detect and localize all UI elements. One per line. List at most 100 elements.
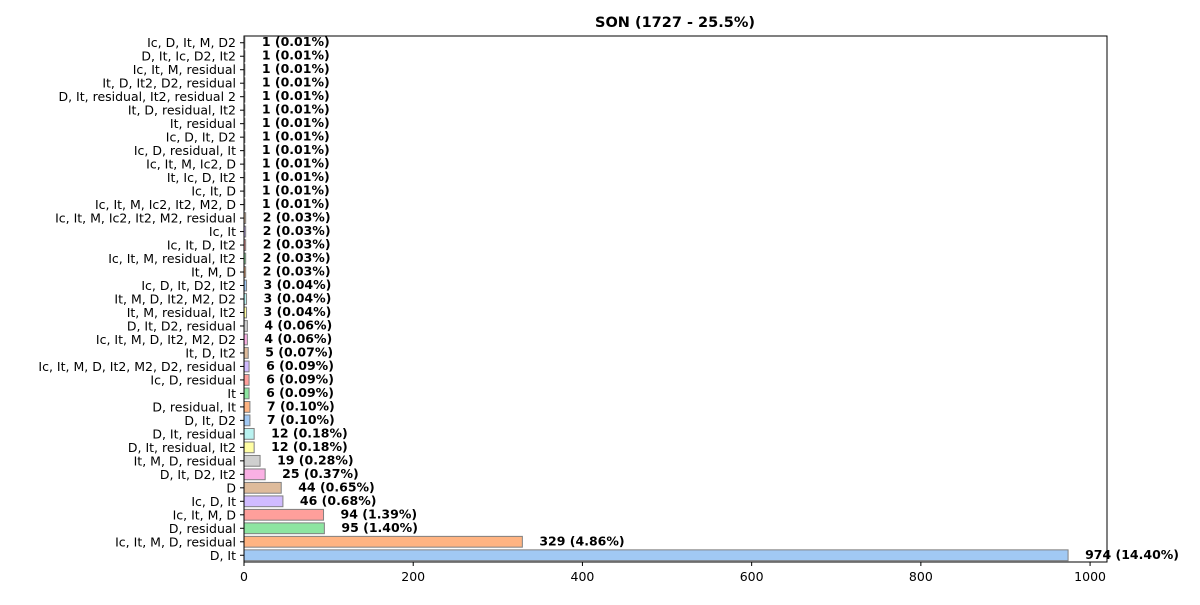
x-tick-label: 0 (240, 569, 248, 584)
value-label: 7 (0.10%) (267, 412, 335, 427)
value-label: 1 (0.01%) (262, 48, 330, 63)
category-label: It, M, D (191, 265, 236, 280)
bar (243, 427, 255, 440)
category-label: It, M, D, residual (134, 453, 236, 468)
value-label: 2 (0.03%) (263, 264, 331, 279)
value-label: 6 (0.09%) (266, 371, 334, 386)
category-label: Ic, D, residual, It (134, 143, 236, 158)
chart-title: SON (1727 - 25.5%) (595, 15, 755, 31)
value-label: 1 (0.01%) (262, 34, 330, 49)
value-label: 12 (0.18%) (271, 439, 348, 454)
bar (243, 441, 255, 454)
category-label: It, D, residual, It2 (128, 103, 236, 118)
category-label: D (226, 480, 236, 495)
category-label: Ic, It, M, D, It2, M2, D2 (96, 332, 236, 347)
x-tick-label: 600 (740, 569, 764, 584)
x-tick-label: 800 (909, 569, 933, 584)
value-label: 1 (0.01%) (262, 142, 330, 157)
category-label: Ic, It, M, Ic2, It2, M2, D (95, 197, 236, 212)
category-label: Ic, It, M, residual, It2 (108, 251, 236, 266)
bar (243, 495, 284, 508)
bar (243, 481, 282, 494)
category-label: It (227, 386, 236, 401)
value-label: 44 (0.65%) (298, 479, 375, 494)
value-label: 2 (0.03%) (263, 210, 331, 225)
value-label: 2 (0.03%) (263, 250, 331, 265)
x-tick-label: 200 (401, 569, 425, 584)
value-label: 6 (0.09%) (266, 385, 334, 400)
value-label: 3 (0.04%) (264, 291, 332, 306)
bar (243, 522, 325, 535)
bar (243, 387, 250, 400)
category-label: It, M, D, It2, M2, D2 (114, 292, 236, 307)
value-label: 4 (0.06%) (264, 331, 332, 346)
category-label: Ic, D, It, M, D2 (147, 35, 236, 50)
value-label: 7 (0.10%) (267, 398, 335, 413)
category-label: D, It, Ic, D2, It2 (141, 49, 236, 64)
value-label: 1 (0.01%) (262, 196, 330, 211)
category-label: Ic, D, It, D2, It2 (141, 278, 236, 293)
x-tick-label: 1000 (1074, 569, 1106, 584)
category-label: Ic, D, It, D2 (166, 130, 236, 145)
category-label: D, It, D2, residual (127, 318, 236, 333)
category-label: Ic, It, M, D, residual (115, 534, 236, 549)
value-label: 5 (0.07%) (265, 344, 333, 359)
category-label: D, It, D2, It2 (160, 467, 236, 482)
plot-frame (243, 35, 1108, 563)
value-label: 974 (14.40%) (1085, 547, 1179, 562)
bar (243, 374, 250, 386)
category-label: Ic, It, M, residual (133, 62, 236, 77)
category-label: Ic, It, M, D, It2, M2, D2, residual (38, 359, 236, 374)
category-label: Ic, It (209, 224, 236, 239)
value-label: 1 (0.01%) (262, 183, 330, 198)
bar (243, 468, 266, 481)
category-label: It, M, residual, It2 (127, 305, 236, 320)
bar (243, 454, 261, 467)
category-label: D, It, D2 (184, 413, 236, 428)
category-label: It, D, It2 (185, 345, 236, 360)
category-label: It, Ic, D, It2 (167, 170, 236, 185)
value-label: 1 (0.01%) (262, 88, 330, 103)
category-label: D, residual (169, 521, 236, 536)
value-label: 6 (0.09%) (266, 358, 334, 373)
value-labels-group: 974 (14.40%) 329 (4.86%) 95 (1.40%)94 (1.3… (262, 34, 1179, 562)
value-label: 1 (0.01%) (262, 61, 330, 76)
value-label: 4 (0.06%) (264, 317, 332, 332)
category-label: Ic, It, D, It2 (167, 238, 236, 253)
value-label: 1 (0.01%) (262, 169, 330, 184)
bar (243, 320, 248, 332)
value-label: 95 (1.40%) (341, 520, 418, 535)
value-label: 25 (0.37%) (282, 466, 359, 481)
category-label: Ic, D, It (191, 494, 236, 509)
bars-group (243, 36, 1069, 562)
category-label: D, It, residual (152, 426, 236, 441)
value-label: 1 (0.01%) (262, 115, 330, 130)
category-label: D, It, residual, It2 (128, 440, 236, 455)
category-label: Ic, It, D (191, 184, 236, 199)
category-label: It, D, It2, D2, residual (102, 76, 236, 91)
bar (243, 347, 249, 359)
value-label: 1 (0.01%) (262, 75, 330, 90)
value-label: 329 (4.86%) (539, 533, 624, 548)
category-label: Ic, It, M, Ic2, It2, M2, residual (55, 211, 236, 226)
value-label: 3 (0.04%) (264, 277, 332, 292)
category-label: Ic, D, residual (150, 372, 236, 387)
x-axis: 0 200 400 600 800 1000 (240, 562, 1106, 584)
bar (243, 535, 523, 548)
category-label: Ic, It, M, D (173, 507, 236, 522)
category-label: D, It, residual, It2, residual 2 (58, 89, 236, 104)
bar (243, 401, 251, 413)
bar (243, 414, 251, 427)
value-label: 2 (0.03%) (263, 223, 331, 238)
bar (243, 333, 248, 346)
value-label: 1 (0.01%) (262, 156, 330, 171)
value-label: 2 (0.03%) (263, 237, 331, 252)
value-label: 94 (1.39%) (341, 506, 418, 521)
bar (243, 360, 250, 373)
value-label: 12 (0.18%) (271, 425, 348, 440)
x-tick-label: 400 (571, 569, 595, 584)
category-label: It, residual (170, 116, 236, 131)
